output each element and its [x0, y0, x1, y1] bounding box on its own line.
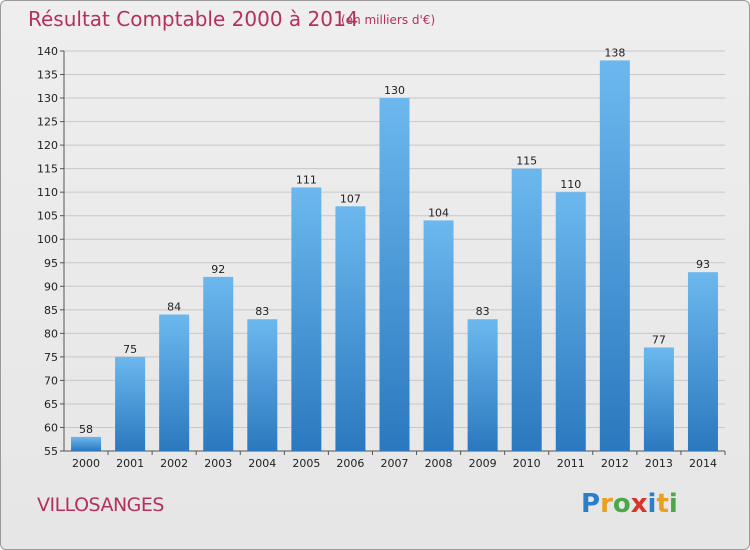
- data-label: 111: [296, 173, 317, 186]
- bar: [643, 347, 674, 451]
- x-tick-label: 2009: [469, 457, 497, 470]
- x-tick-label: 2004: [248, 457, 276, 470]
- data-label: 83: [255, 305, 269, 318]
- x-tick-label: 2011: [557, 457, 585, 470]
- bar: [687, 272, 718, 451]
- x-tick-label: 2003: [204, 457, 232, 470]
- commune-name: VILLOSANGES: [37, 494, 164, 516]
- x-tick-label: 2008: [425, 457, 453, 470]
- y-tick-label: 85: [44, 304, 58, 317]
- bar: [379, 98, 410, 451]
- bar: [247, 319, 278, 451]
- y-tick-label: 75: [44, 351, 58, 364]
- y-tick-label: 70: [44, 374, 58, 387]
- y-tick-label: 105: [37, 210, 58, 223]
- x-tick-label: 2002: [160, 457, 188, 470]
- y-tick-label: 80: [44, 327, 58, 340]
- labels: 55 60 65 70 75 80 85 90 95 100 105 110 115 120 125 130 1…: [37, 45, 717, 470]
- data-label: 84: [167, 301, 181, 314]
- x-tick-label: 2007: [381, 457, 409, 470]
- bar: [423, 220, 454, 451]
- chart-title: Résultat Comptable 2000 à 2014: [28, 7, 359, 31]
- proxiti-logo[interactable]: Proxiti: [581, 489, 678, 519]
- logo-letter: i: [668, 489, 678, 519]
- bar: [599, 60, 630, 451]
- y-tick-label: 65: [44, 398, 58, 411]
- y-tick-label: 110: [37, 186, 58, 199]
- logo-letter: t: [656, 489, 669, 519]
- data-label: 110: [560, 178, 581, 191]
- bars: [71, 60, 718, 452]
- logo-letter: i: [647, 489, 657, 519]
- data-label: 138: [604, 46, 625, 59]
- logo-letter: o: [612, 489, 631, 519]
- data-label: 93: [696, 258, 710, 271]
- logo-letter: x: [630, 489, 648, 519]
- logo-letter: P: [581, 489, 601, 519]
- x-tick-label: 2014: [689, 457, 717, 470]
- bar: [115, 356, 146, 451]
- y-tick-label: 90: [44, 280, 58, 293]
- data-label: 115: [516, 155, 537, 168]
- x-tick-label: 2001: [116, 457, 144, 470]
- x-tick-label: 2010: [513, 457, 541, 470]
- x-tick-label: 2012: [601, 457, 629, 470]
- y-tick-label: 130: [37, 92, 58, 105]
- x-tick-label: 2013: [645, 457, 673, 470]
- y-tick-label: 115: [37, 163, 58, 176]
- bar: [555, 192, 586, 452]
- bar: [467, 319, 498, 451]
- y-tick-label: 135: [37, 69, 58, 82]
- data-label: 75: [123, 343, 137, 356]
- data-label: 58: [79, 423, 93, 436]
- bar: [511, 168, 542, 451]
- x-tick-label: 2005: [292, 457, 320, 470]
- y-tick-label: 60: [44, 421, 58, 434]
- bar: [71, 436, 102, 451]
- bar: [203, 276, 234, 451]
- bar: [159, 314, 190, 451]
- y-tick-label: 120: [37, 139, 58, 152]
- data-label: 83: [476, 305, 490, 318]
- y-tick-label: 55: [44, 445, 58, 458]
- x-tick-label: 2006: [336, 457, 364, 470]
- data-label: 130: [384, 84, 405, 97]
- data-label: 92: [211, 263, 225, 276]
- y-tick-label: 140: [37, 45, 58, 58]
- y-tick-label: 100: [37, 233, 58, 246]
- data-label: 107: [340, 192, 361, 205]
- data-label: 77: [652, 333, 666, 346]
- bar: [335, 206, 366, 451]
- bar: [291, 187, 322, 451]
- chart-subtitle: (en milliers d'€): [341, 13, 436, 27]
- x-tick-label: 2000: [72, 457, 100, 470]
- y-tick-label: 95: [44, 257, 58, 270]
- y-tick-label: 125: [37, 116, 58, 129]
- data-label: 104: [428, 206, 449, 219]
- logo-letter: r: [600, 489, 613, 519]
